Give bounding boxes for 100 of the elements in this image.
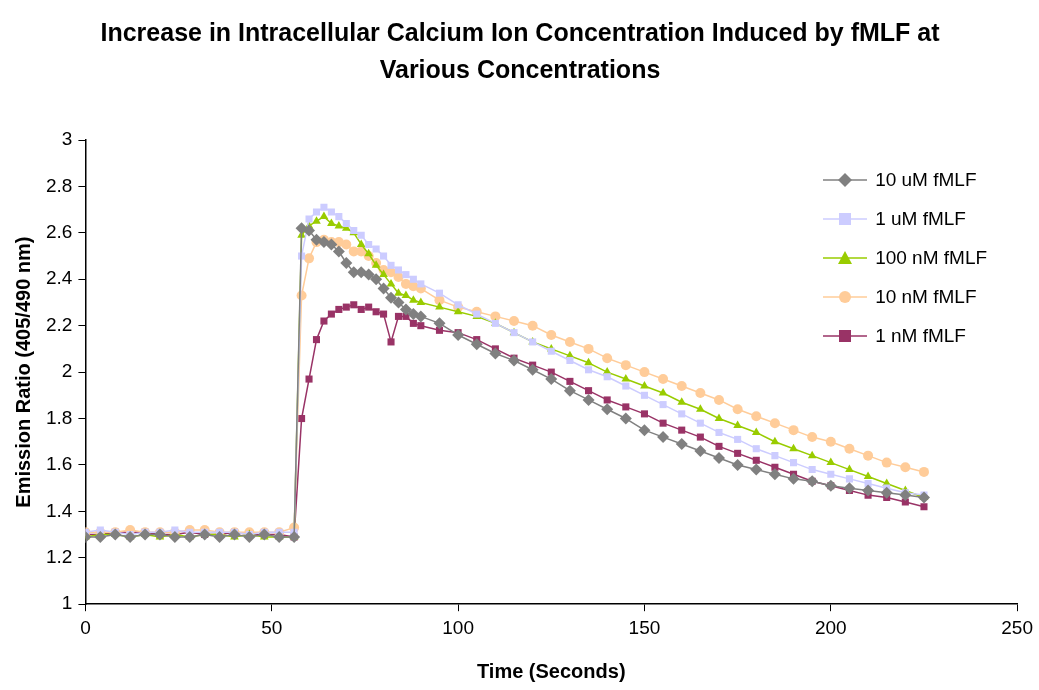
point xyxy=(771,452,779,460)
y-tick-label: 1.2 xyxy=(45,546,73,568)
point xyxy=(414,310,427,323)
point xyxy=(696,433,704,441)
point xyxy=(899,489,912,502)
point xyxy=(659,401,667,409)
point xyxy=(527,320,538,331)
point xyxy=(304,253,315,264)
y-axis-title: Emission Ratio (405/490 nm) xyxy=(11,236,34,508)
point xyxy=(640,381,649,389)
point xyxy=(789,443,798,452)
point xyxy=(678,426,686,434)
point xyxy=(312,208,321,216)
point xyxy=(305,375,313,383)
point xyxy=(827,470,835,478)
x-tick-label: 0 xyxy=(80,616,91,638)
point xyxy=(385,291,398,304)
legend-label: 1 uM fMLF xyxy=(875,207,966,230)
point xyxy=(733,420,742,428)
point xyxy=(622,403,630,411)
point xyxy=(659,419,667,427)
point xyxy=(751,411,762,422)
point xyxy=(394,288,403,296)
point xyxy=(335,213,343,221)
point xyxy=(918,466,929,477)
point xyxy=(734,449,742,457)
y-tick-label: 2.6 xyxy=(45,221,73,243)
point xyxy=(751,427,761,435)
point xyxy=(621,374,631,382)
point xyxy=(399,303,412,316)
point xyxy=(387,338,395,346)
point xyxy=(394,312,403,320)
point xyxy=(394,266,403,274)
point xyxy=(677,397,687,405)
point xyxy=(825,436,836,447)
point xyxy=(298,414,306,423)
point xyxy=(356,239,366,247)
point xyxy=(357,305,365,313)
point xyxy=(452,328,465,341)
point xyxy=(545,373,558,386)
chart-title: Increase in Intracellular Calcium Ion Concentration Induced by fMLF at Various Concentrations xyxy=(100,17,940,85)
point xyxy=(752,456,760,464)
point xyxy=(372,245,380,253)
point xyxy=(526,363,539,376)
point xyxy=(863,471,873,480)
legend-label: 1 nM fMLF xyxy=(875,324,966,347)
point xyxy=(508,354,521,367)
point xyxy=(601,403,614,416)
point xyxy=(547,347,555,355)
point xyxy=(320,203,328,211)
point xyxy=(658,374,669,385)
point xyxy=(168,530,181,543)
point xyxy=(845,475,853,483)
y-tick-label: 2.4 xyxy=(45,267,73,289)
point xyxy=(770,436,780,445)
point xyxy=(602,353,613,364)
point xyxy=(563,384,576,397)
point xyxy=(603,373,611,381)
point xyxy=(863,450,874,461)
point xyxy=(750,463,763,476)
point xyxy=(638,424,651,437)
point xyxy=(881,457,892,468)
point xyxy=(675,438,688,451)
point xyxy=(435,302,444,310)
point xyxy=(769,418,780,429)
point xyxy=(416,297,426,305)
point xyxy=(332,245,345,258)
point xyxy=(880,486,893,499)
point xyxy=(808,466,816,474)
point xyxy=(640,410,648,418)
point xyxy=(380,252,388,260)
point xyxy=(807,432,818,443)
point xyxy=(335,305,343,313)
point xyxy=(386,278,396,287)
point xyxy=(470,338,483,351)
point xyxy=(696,404,705,412)
point xyxy=(566,377,574,385)
y-tick-label: 1.4 xyxy=(45,499,73,521)
point xyxy=(696,419,704,427)
point xyxy=(365,240,373,248)
point xyxy=(94,530,107,543)
point xyxy=(417,322,425,330)
point xyxy=(900,462,911,473)
point xyxy=(752,445,760,453)
point xyxy=(585,387,593,395)
point xyxy=(379,269,388,278)
point xyxy=(694,445,707,458)
point xyxy=(844,443,855,454)
point xyxy=(790,459,798,467)
point xyxy=(657,431,670,444)
x-tick-label: 100 xyxy=(442,616,474,638)
point xyxy=(658,387,668,396)
y-tick-label: 2.2 xyxy=(45,313,73,335)
y-tick-label: 1 xyxy=(61,592,73,614)
point xyxy=(327,218,336,227)
point xyxy=(734,435,742,443)
point xyxy=(350,301,358,309)
point xyxy=(714,413,724,422)
point xyxy=(917,491,930,504)
point xyxy=(319,211,329,220)
